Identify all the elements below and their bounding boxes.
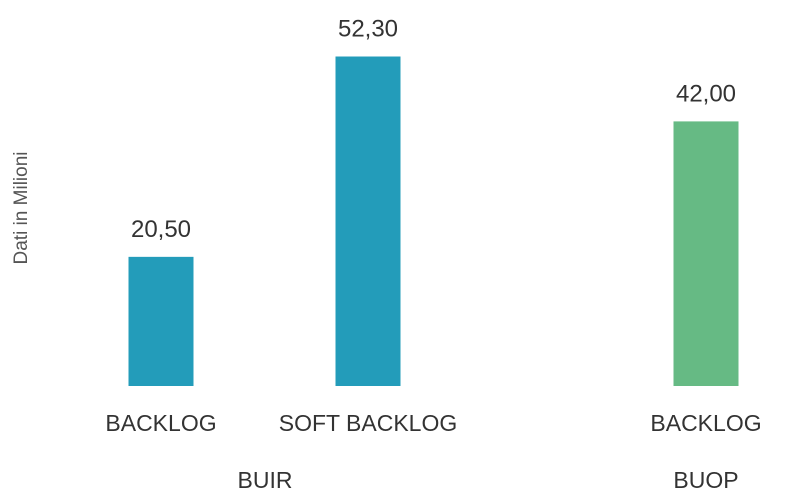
group-buop: 42,00 BACKLOG BUOP <box>650 80 761 490</box>
data-label: 42,00 <box>676 80 736 107</box>
bars-layer: 20,50 BACKLOG 52,30 SOFT BACKLOG BUIR 42,00 BA… <box>105 16 761 490</box>
data-label: 20,50 <box>131 216 191 243</box>
y-axis-title: Dati in Milioni <box>11 152 32 265</box>
category-tick-label: BACKLOG <box>650 410 761 436</box>
bar-buop-backlog[interactable] <box>673 121 739 387</box>
group-tick-label: BUOP <box>673 467 738 490</box>
category-tick-label: SOFT BACKLOG <box>279 410 458 436</box>
bar-buir-soft-backlog[interactable] <box>335 56 401 386</box>
data-label: 52,30 <box>338 16 398 43</box>
bar-buir-backlog[interactable] <box>128 256 194 386</box>
group-buir: 20,50 BACKLOG 52,30 SOFT BACKLOG BUIR <box>105 16 457 490</box>
category-tick-label: BACKLOG <box>105 410 216 436</box>
group-tick-label: BUIR <box>238 467 293 490</box>
